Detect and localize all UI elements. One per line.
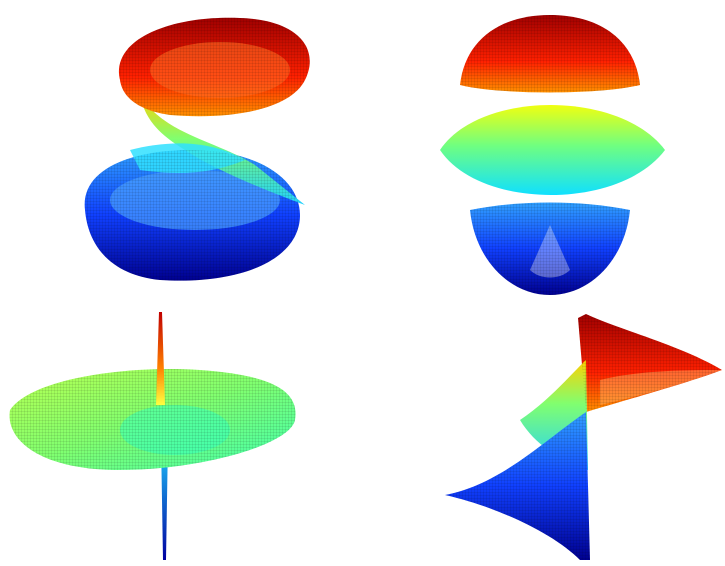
lens [440, 105, 665, 195]
surface-twisted-loop [84, 17, 310, 281]
mesh-overlay [445, 314, 722, 560]
surface-flat-spike [9, 312, 296, 560]
mesh-overlay [460, 15, 640, 295]
mesh-overlay [84, 17, 310, 281]
spike-down [161, 440, 168, 560]
surface-dome-lens-bowl [440, 15, 665, 295]
spike-up [156, 312, 165, 405]
mesh-overlay [9, 369, 296, 470]
surface-twisted-sheet [445, 314, 722, 560]
